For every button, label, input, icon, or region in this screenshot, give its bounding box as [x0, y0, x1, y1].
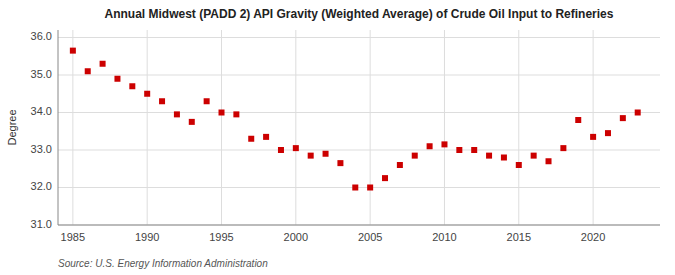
point	[70, 48, 76, 54]
point	[516, 162, 522, 168]
x-axis-line	[58, 225, 660, 226]
x-tick-label: 1985	[61, 231, 85, 243]
points	[70, 48, 641, 191]
x-grid-line	[147, 30, 148, 225]
point	[204, 98, 210, 104]
point	[233, 111, 239, 117]
point	[129, 83, 135, 89]
x-grid-line	[295, 30, 296, 225]
point	[367, 185, 373, 191]
y-tick-label: 35.0	[31, 68, 52, 80]
title: Annual Midwest (PADD 2) API Gravity (Wei…	[105, 7, 614, 21]
point	[412, 153, 418, 159]
y-tick-label: 31.0	[31, 218, 52, 230]
x-grid-line	[444, 30, 445, 225]
point	[293, 145, 299, 151]
point	[308, 153, 314, 159]
point	[531, 153, 537, 159]
point	[427, 143, 433, 149]
point	[323, 151, 329, 157]
x-grid-line	[72, 30, 73, 225]
source-note: Source: U.S. Energy Information Administ…	[58, 258, 268, 269]
x-tick-label: 2005	[358, 231, 382, 243]
point	[263, 134, 269, 140]
x-tick-label: 2000	[284, 231, 308, 243]
y-grid-line	[58, 112, 660, 113]
y-grid-line	[58, 37, 660, 38]
point	[546, 158, 552, 164]
y-grid-line	[58, 187, 660, 188]
point	[441, 141, 447, 147]
y-tick-label: 34.0	[31, 105, 52, 117]
point	[590, 134, 596, 140]
x-tick-label: 2010	[432, 231, 456, 243]
point	[174, 111, 180, 117]
x-grid-line	[370, 30, 371, 225]
point	[189, 119, 195, 125]
y-grid-line	[58, 225, 660, 226]
grid	[58, 30, 660, 225]
y-tick-label: 36.0	[31, 30, 52, 42]
x-grid-line	[518, 30, 519, 225]
point	[486, 153, 492, 159]
point	[605, 130, 611, 136]
y-tick-label: 32.0	[31, 180, 52, 192]
x-tick-label: 2015	[507, 231, 531, 243]
point	[397, 162, 403, 168]
point	[456, 147, 462, 153]
x-grid-line	[221, 30, 222, 225]
point	[248, 136, 254, 142]
x-tick-label: 2020	[581, 231, 605, 243]
point	[352, 185, 358, 191]
point	[219, 110, 225, 116]
point	[575, 117, 581, 123]
point	[501, 155, 507, 161]
point	[560, 145, 566, 151]
point	[114, 76, 120, 82]
x-tick-label: 1990	[135, 231, 159, 243]
point	[278, 147, 284, 153]
point	[159, 98, 165, 104]
chart: 31.0 32.0 33.0 34.0 35.0 36.0 1985 1990 1995 2000…	[0, 0, 675, 275]
point	[635, 110, 641, 116]
point	[620, 115, 626, 121]
point	[337, 160, 343, 166]
axes: 31.0 32.0 33.0 34.0 35.0 36.0 1985 1990 1995 2000…	[31, 30, 660, 243]
point	[100, 61, 106, 67]
y-grid-line	[58, 75, 660, 76]
point	[471, 147, 477, 153]
y-tick-label: 33.0	[31, 143, 52, 155]
point	[144, 91, 150, 97]
y-axis-line	[58, 30, 59, 225]
x-grid-line	[593, 30, 594, 225]
x-tick-label: 1995	[209, 231, 233, 243]
point	[85, 68, 91, 74]
point	[382, 175, 388, 181]
y-axis-label: Degree	[6, 109, 18, 145]
y-grid-line	[58, 150, 660, 151]
